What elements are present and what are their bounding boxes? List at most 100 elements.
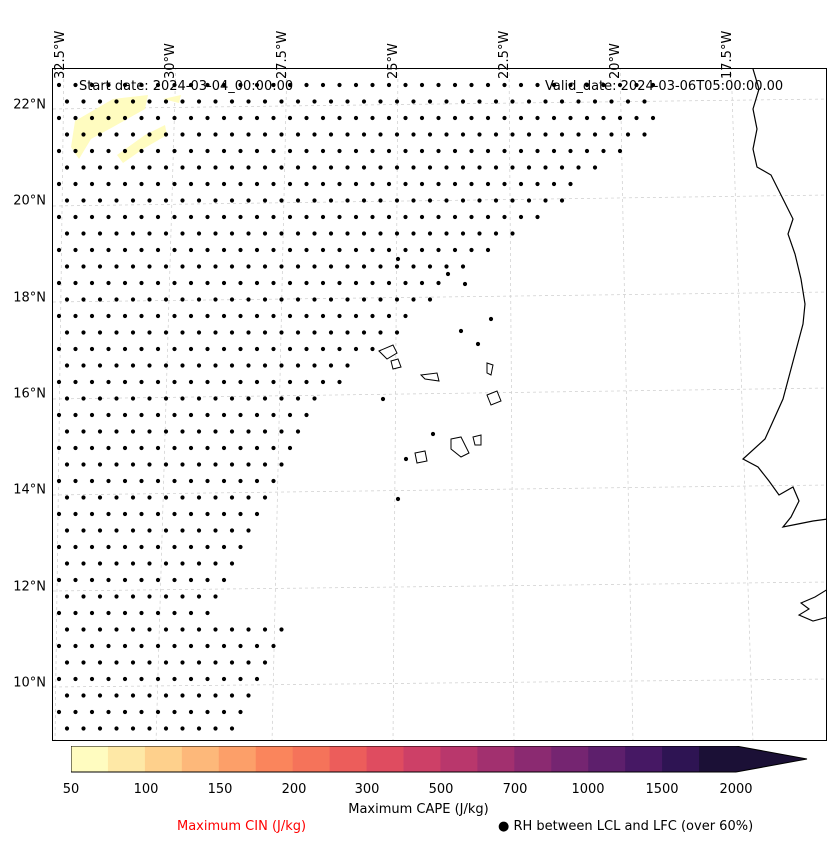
rh-dot xyxy=(155,676,161,682)
rh-dot xyxy=(386,280,392,286)
rh-dot xyxy=(361,198,367,203)
rh-dot xyxy=(73,676,78,682)
rh-dot xyxy=(271,412,276,418)
rh-dot xyxy=(196,561,202,566)
rh-dot xyxy=(510,165,515,170)
rh-dot xyxy=(180,297,185,302)
rh-dot xyxy=(122,280,128,286)
rh-dot xyxy=(304,115,309,121)
rh-dot xyxy=(361,165,367,170)
rh-dot xyxy=(147,627,152,632)
rh-dot xyxy=(386,313,392,319)
rh-dot-markers xyxy=(56,82,656,731)
rh-dot xyxy=(89,445,95,451)
rh-dot xyxy=(254,313,260,319)
rh-dot xyxy=(460,231,466,236)
rh-dot xyxy=(337,115,342,121)
rh-dot xyxy=(130,693,136,698)
rh-dot xyxy=(469,82,474,88)
lat-label-16n: 16°N xyxy=(13,386,46,402)
rh-dot xyxy=(73,247,78,253)
rh-dot xyxy=(114,264,119,269)
rh-dot xyxy=(279,99,284,104)
rh-dot xyxy=(196,363,202,368)
rh-dot xyxy=(196,693,202,698)
rh-dot xyxy=(246,297,251,302)
rh-dot xyxy=(188,280,194,286)
rh-dot xyxy=(172,148,177,154)
rh-dot xyxy=(147,462,152,467)
rh-dot xyxy=(411,264,416,269)
rh-dot xyxy=(287,148,293,154)
rh-dot xyxy=(56,544,62,550)
rh-dot xyxy=(64,363,70,368)
rh-dot xyxy=(163,627,169,632)
rh-dot xyxy=(147,660,152,665)
rh-dot xyxy=(180,594,185,599)
lat-label-18n: 18°N xyxy=(13,290,46,306)
rh-dot xyxy=(163,165,169,170)
rh-dot xyxy=(56,214,62,220)
rh-dot xyxy=(106,412,111,418)
rh-dot xyxy=(254,478,260,484)
rh-dot xyxy=(328,231,334,236)
rh-dot xyxy=(89,577,95,583)
rh-dot xyxy=(180,561,185,566)
rh-dot xyxy=(460,264,466,269)
rh-dot xyxy=(172,280,177,286)
rh-dot xyxy=(386,214,392,220)
rh-dot xyxy=(64,264,70,269)
rh-dot xyxy=(320,313,326,319)
rh-dot xyxy=(64,495,70,500)
rh-dot xyxy=(394,132,400,137)
rh-dot xyxy=(493,198,499,203)
rh-dot xyxy=(155,280,161,286)
rh-dot xyxy=(642,99,647,104)
rh-dot xyxy=(180,429,185,434)
rh-dot xyxy=(130,297,136,302)
rh-dot xyxy=(180,165,185,170)
rh-dot xyxy=(122,115,128,121)
cape-colorbar xyxy=(71,746,808,773)
island-maio xyxy=(472,434,482,446)
rh-dot xyxy=(64,99,70,104)
colorbar-swatch xyxy=(662,746,700,772)
rh-dot xyxy=(188,610,194,616)
rh-dot xyxy=(81,726,86,731)
rh-dot xyxy=(304,214,309,220)
rh-dot xyxy=(89,511,95,517)
rh-dot xyxy=(114,132,119,137)
rh-dot xyxy=(279,396,284,401)
rh-dot xyxy=(262,165,268,170)
rh-dot xyxy=(254,676,260,682)
rh-dot xyxy=(114,165,119,170)
rh-dot xyxy=(543,99,548,104)
rh-dot xyxy=(254,247,260,253)
colorbar-swatch xyxy=(292,746,331,772)
rh-dot xyxy=(634,82,639,88)
rh-dot xyxy=(81,429,86,434)
rh-dot xyxy=(287,82,293,88)
lon-label-20w: 20°W xyxy=(608,43,623,79)
rh-dot xyxy=(229,462,235,467)
rh-dot xyxy=(56,115,62,121)
rh-dot xyxy=(246,132,251,137)
lon-label-30w: 30°W xyxy=(163,43,178,79)
rh-dot xyxy=(287,115,293,121)
rh-dot xyxy=(64,429,70,434)
rh-dot xyxy=(246,363,251,368)
rh-dot xyxy=(97,495,103,500)
rh-dot xyxy=(172,676,177,682)
rh-dot xyxy=(262,429,268,434)
rh-dot xyxy=(205,643,210,649)
rh-dot xyxy=(114,396,119,401)
rh-dot xyxy=(139,346,144,352)
rh-dot xyxy=(312,198,317,203)
rh-dot xyxy=(337,181,342,187)
rh-dot xyxy=(320,148,326,154)
rh-dot xyxy=(106,82,111,88)
rh-dot xyxy=(205,214,210,220)
rh-dot xyxy=(130,330,136,335)
rh-dot xyxy=(64,198,70,203)
rh-dot xyxy=(172,346,177,352)
